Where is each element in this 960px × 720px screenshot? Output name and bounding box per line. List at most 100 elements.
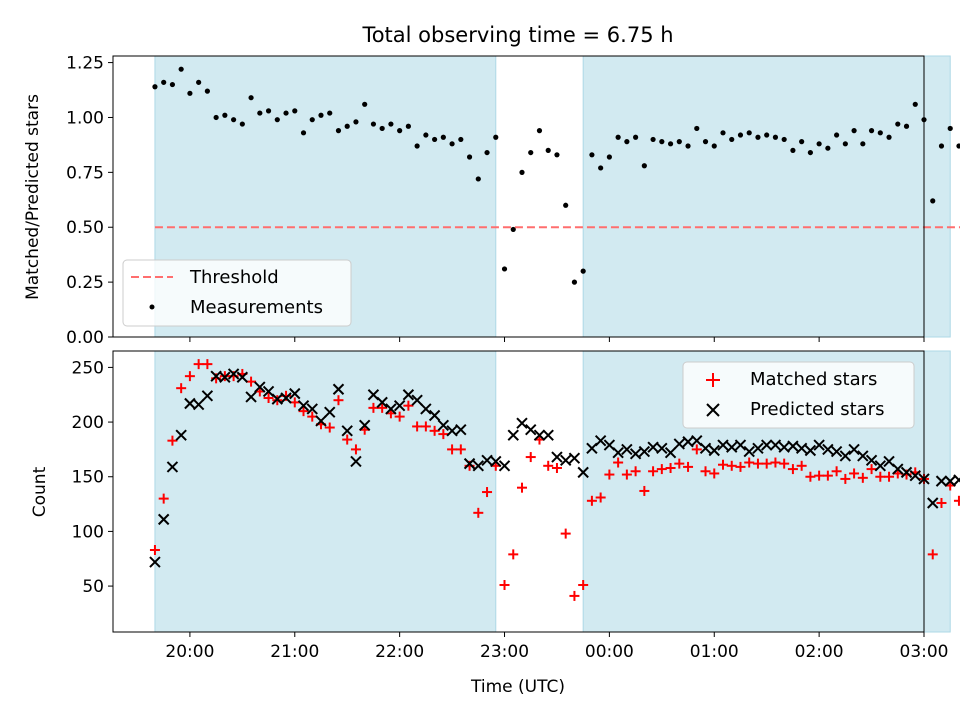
- predicted-star-point: [927, 497, 939, 509]
- axes-frame-bottom: [112, 350, 925, 633]
- predicted-star-point: [498, 460, 511, 472]
- measurement-point: [213, 114, 219, 121]
- measurement-point: [895, 121, 901, 127]
- matched-star-point: [630, 466, 641, 477]
- predicted-star-point: [411, 394, 423, 406]
- y-tick-label: 1.25: [66, 54, 104, 74]
- matched-star-point: [455, 444, 466, 455]
- predicted-star-point: [463, 457, 476, 470]
- measurement-point: [204, 88, 210, 94]
- predicted-star-point: [708, 444, 720, 457]
- measurement-point: [746, 130, 752, 136]
- measurement-point: [283, 110, 289, 116]
- matched-star-point: [342, 434, 353, 445]
- matched-star-point: [324, 422, 335, 433]
- predicted-star-point: [743, 445, 755, 458]
- matched-star-point: [744, 457, 755, 468]
- matched-star-point: [831, 466, 842, 477]
- predicted-star-point: [455, 424, 467, 436]
- x-tick-label: 00:00: [585, 642, 634, 662]
- x-axis-ticks-bottom: 20:00 21:00 22:00 23:00 00:00 01:00 02:00 03:00…: [165, 632, 949, 662]
- y-axis-label-top: Matched/Predicted stars: [23, 94, 43, 300]
- predicted-star-point: [533, 429, 546, 441]
- measurement-point: [484, 149, 490, 156]
- predicted-star-point: [192, 398, 205, 411]
- matched-star-point: [447, 444, 458, 455]
- measurement-point: [694, 125, 700, 132]
- matched-star-point: [875, 471, 886, 482]
- matched-star-point: [770, 457, 781, 468]
- x-axis-label: Time (UTC): [470, 677, 565, 697]
- predicted-star-point: [402, 389, 415, 401]
- predicted-star-point: [769, 439, 782, 451]
- matched-star-point: [796, 460, 807, 471]
- measurement-point: [353, 119, 359, 125]
- measurement-point: [720, 130, 726, 136]
- legend-top: Threshold Measurements: [122, 259, 352, 327]
- matched-star-point: [508, 549, 519, 560]
- measurement-point: [414, 143, 420, 149]
- measurement-point: [615, 134, 621, 140]
- measurement-point: [423, 132, 429, 138]
- measurement-point: [641, 163, 647, 169]
- measurement-point: [947, 125, 953, 132]
- measurement-point: [397, 128, 403, 134]
- predicted-star-point: [717, 439, 729, 451]
- predicted-star-point: [525, 424, 537, 436]
- measurement-point: [842, 141, 848, 147]
- matched-star-point: [683, 461, 694, 472]
- predicted-star-point: [629, 448, 642, 460]
- matched-star-point: [377, 402, 388, 413]
- measurement-point: [903, 123, 910, 129]
- matched-star-point: [167, 435, 178, 446]
- predicted-star-point: [341, 425, 353, 437]
- legend-predicted-swatch: [706, 403, 720, 417]
- observing-window: [582, 55, 951, 338]
- matched-star-point: [717, 459, 728, 470]
- measurement-point: [877, 130, 883, 136]
- measurement-point: [344, 123, 350, 129]
- measurement-point: [790, 147, 796, 153]
- matched-star-point: [350, 444, 361, 455]
- matched-star-point: [158, 493, 169, 504]
- measurement-point: [440, 134, 446, 140]
- predicted-star-point: [315, 415, 327, 427]
- predicted-star-point: [822, 443, 834, 456]
- predicted-star-point: [350, 455, 362, 468]
- matched-star-point: [709, 468, 720, 479]
- matched-star-point: [551, 462, 562, 473]
- predicted-star-point: [157, 513, 170, 526]
- measurement-point: [702, 139, 709, 145]
- predicted-star-point: [734, 439, 747, 451]
- measurement-point: [755, 134, 761, 140]
- predicted-star-point: [437, 419, 450, 432]
- matched-star-point: [560, 528, 571, 539]
- predicted-star-point: [760, 439, 773, 451]
- predicted-star-point: [542, 429, 554, 441]
- measurement-point: [930, 198, 936, 204]
- measurement-point: [938, 143, 945, 149]
- matched-star-point: [866, 464, 877, 475]
- measurement-point: [571, 279, 578, 285]
- measurement-point: [318, 112, 324, 118]
- matched-star-point: [176, 383, 187, 394]
- chart-title: Total observing time = 6.75 h: [361, 23, 673, 47]
- predicted-star-point: [830, 445, 843, 458]
- x-tick-label: 23:00: [480, 642, 529, 662]
- predicted-star-point: [149, 556, 161, 568]
- legend-predicted-label: Predicted stars: [750, 399, 884, 420]
- measurement-point: [685, 143, 691, 149]
- measurement-point: [257, 110, 263, 116]
- predicted-star-point: [839, 450, 852, 462]
- predicted-star-point: [254, 381, 266, 393]
- predicted-star-point: [900, 466, 913, 479]
- measurement-point: [545, 147, 551, 153]
- measurement-point: [676, 139, 682, 145]
- measurement-point: [554, 152, 560, 158]
- predicted-star-point: [813, 439, 825, 451]
- matched-star-point: [438, 429, 449, 440]
- predicted-star-point: [245, 391, 257, 403]
- matched-star-point: [849, 468, 860, 479]
- matched-star-point: [473, 507, 484, 518]
